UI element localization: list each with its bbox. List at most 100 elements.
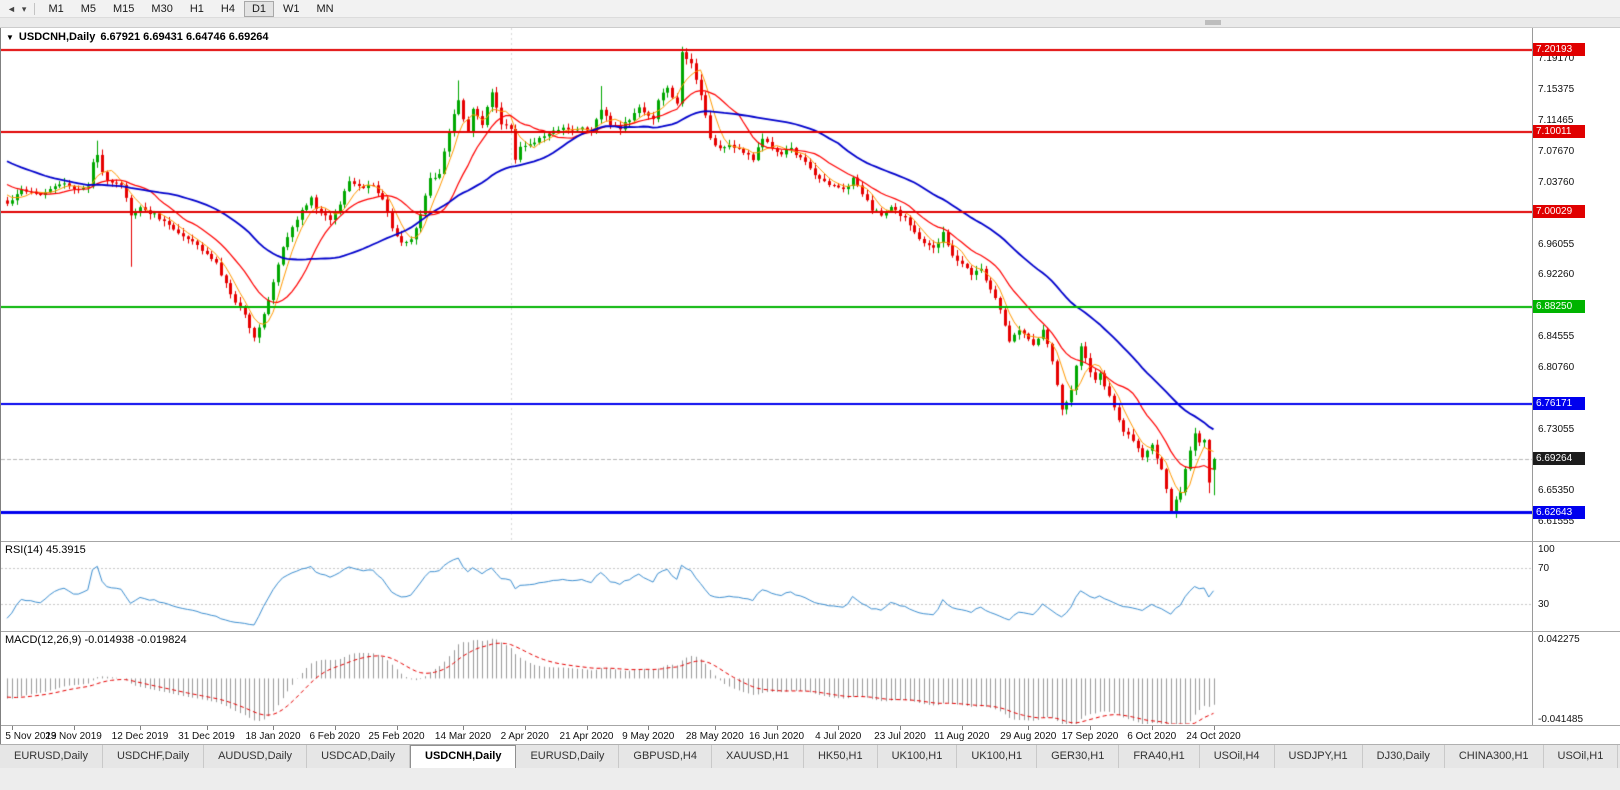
macd-axis-label: -0.041485 (1538, 714, 1584, 725)
price-axis-label: 6.84555 (1538, 331, 1575, 343)
tab-eurusd-daily[interactable]: EURUSD,Daily (0, 745, 103, 768)
date-label: 2 Apr 2020 (500, 731, 549, 742)
date-label: 6 Feb 2020 (309, 731, 361, 742)
timeframe-m15[interactable]: M15 (113, 2, 135, 15)
timeframe-m5[interactable]: M5 (80, 2, 97, 15)
date-label: 23 Jul 2020 (874, 731, 926, 742)
pane-divider[interactable] (1, 541, 1620, 542)
date-tick (1090, 726, 1091, 730)
date-label: 6 Oct 2020 (1127, 731, 1177, 742)
date-tick (12, 726, 13, 730)
tab-usdcnh-daily[interactable]: USDCNH,Daily (410, 745, 517, 768)
toolbar-dropdown-icon[interactable]: ▾ (21, 3, 27, 14)
tab-hk50-h1[interactable]: HK50,H1 (803, 745, 878, 768)
macd-axis-label: 0.042275 (1538, 634, 1580, 645)
rsi-axis-label: 100 (1538, 544, 1555, 555)
rsi-indicator-label: RSI(14) 45.3915 (5, 544, 86, 556)
date-label: 24 Oct 2020 (1186, 731, 1241, 742)
date-label: 23 Nov 2019 (45, 731, 102, 742)
date-tick (777, 726, 778, 730)
tab-usdchf-daily[interactable]: USDCHF,Daily (102, 745, 205, 768)
price-level-tag[interactable]: 7.20193 (1533, 43, 1585, 57)
tab-dj30-daily[interactable]: DJ30,Daily (1362, 745, 1445, 768)
pane-divider (1, 725, 1620, 726)
timeframe-w1[interactable]: W1 (283, 2, 300, 15)
scroll-left-icon[interactable]: ◄ (7, 3, 16, 14)
tab-china300-h1[interactable]: CHINA300,H1 (1444, 745, 1544, 768)
chart-ohlc: 6.67921 6.69431 6.64746 6.69264 (100, 31, 269, 43)
price-axis-label: 7.19170 (1538, 53, 1575, 65)
tab-audusd-daily[interactable]: AUDUSD,Daily (204, 745, 308, 768)
tab-usoil-h1[interactable]: USOil,H1 (1543, 745, 1619, 768)
timeframe-m30[interactable]: M30 (151, 2, 173, 15)
price-axis-label: 7.11465 (1538, 115, 1574, 127)
price-level-tag[interactable]: 6.69264 (1533, 452, 1585, 466)
price-level-tag[interactable]: 7.00029 (1533, 205, 1585, 219)
price-axis-label: 7.07670 (1538, 145, 1575, 157)
timeframe-d1[interactable]: D1 (243, 0, 275, 17)
date-label: 16 Jun 2020 (748, 731, 805, 742)
date-tick (587, 726, 588, 730)
date-label: 17 Sep 2020 (1061, 731, 1119, 742)
date-tick (962, 726, 963, 730)
rsi-axis-label: 70 (1538, 563, 1550, 575)
price-axis-label: 6.92260 (1538, 269, 1575, 281)
date-label: 14 Mar 2020 (434, 731, 492, 742)
date-tick (1152, 726, 1153, 730)
price-level-tag[interactable]: 6.62643 (1533, 505, 1585, 519)
tab-xauusd-h1[interactable]: XAUUSD,H1 (711, 745, 804, 768)
price-axis[interactable] (1532, 28, 1620, 744)
chart-window-strip (0, 18, 1620, 28)
timeframe-mn[interactable]: MN (316, 2, 334, 15)
price-axis-label: 6.65350 (1538, 485, 1575, 497)
timeframe-m1[interactable]: M1 (48, 2, 64, 15)
date-axis[interactable]: 5 Nov 2019 23 Nov 2019 12 Dec 2019 31 Dec 2… (1, 726, 1620, 744)
tab-usoil-h4[interactable]: USOil,H4 (1199, 745, 1275, 768)
tab-fra40-h1[interactable]: FRA40,H1 (1119, 745, 1200, 768)
date-tick (207, 726, 208, 730)
price-axis-label: 7.03760 (1538, 176, 1575, 188)
date-label: 12 Dec 2019 (111, 731, 169, 742)
date-tick (335, 726, 336, 730)
window-bottom-edge (0, 768, 1620, 790)
chart-canvas[interactable] (1, 28, 1532, 726)
chart-window: ▼ USDCNH,Daily 6.67921 6.69431 6.64746 6… (0, 28, 1620, 744)
tab-uk100-h1[interactable]: UK100,H1 (877, 745, 958, 768)
tab-usdjpy-h1[interactable]: USDJPY,H1 (1274, 745, 1363, 768)
chart-scroll-thumb[interactable] (1205, 20, 1221, 25)
date-label: 5 Nov 2019 (5, 731, 57, 742)
price-level-tag[interactable]: 6.76171 (1533, 397, 1585, 410)
pane-divider[interactable] (1, 631, 1620, 632)
date-label: 29 Aug 2020 (1000, 731, 1057, 742)
date-label: 18 Jan 2020 (245, 731, 301, 742)
price-axis-label: 6.80760 (1538, 361, 1575, 373)
price-axis-label: 6.73055 (1538, 423, 1575, 435)
tab-ger30-h1[interactable]: GER30,H1 (1037, 745, 1120, 768)
price-level-tag[interactable]: 7.10011 (1533, 125, 1585, 139)
price-axis-label: 7.15375 (1538, 83, 1575, 95)
timeframe-h1[interactable]: H1 (189, 2, 204, 15)
macd-indicator-label: MACD(12,26,9) -0.014938 -0.019824 (5, 634, 187, 646)
rsi-axis-label: 30 (1538, 598, 1550, 610)
symbol-dropdown-icon[interactable]: ▼ (6, 32, 14, 42)
date-label: 4 Jul 2020 (815, 731, 862, 742)
price-axis-label: 6.61555 (1538, 515, 1575, 527)
date-label: 9 May 2020 (622, 731, 675, 742)
date-tick (715, 726, 716, 730)
date-label: 11 Aug 2020 (934, 731, 990, 742)
date-tick (1028, 726, 1029, 730)
price-level-tag[interactable]: 6.88250 (1533, 300, 1585, 313)
date-tick (463, 726, 464, 730)
toolbar-separator (34, 2, 36, 15)
date-tick (397, 726, 398, 730)
tab-uk100-h1[interactable]: UK100,H1 (957, 745, 1038, 768)
chart-info-bar: ▼ USDCNH,Daily 6.67921 6.69431 6.64746 6… (6, 30, 269, 44)
date-tick (838, 726, 839, 730)
tab-eurusd-daily[interactable]: EURUSD,Daily (516, 745, 620, 768)
timeframe-h4[interactable]: H4 (220, 2, 235, 15)
date-label: 31 Dec 2019 (178, 731, 235, 742)
tab-gbpusd-h4[interactable]: GBPUSD,H4 (619, 745, 712, 768)
timeframe-toolbar: ◄ ▾ M1 M5 M15 M30 H1 H4 D1 W1 MN (0, 0, 1620, 18)
tab-usdcad-daily[interactable]: USDCAD,Daily (307, 745, 411, 768)
